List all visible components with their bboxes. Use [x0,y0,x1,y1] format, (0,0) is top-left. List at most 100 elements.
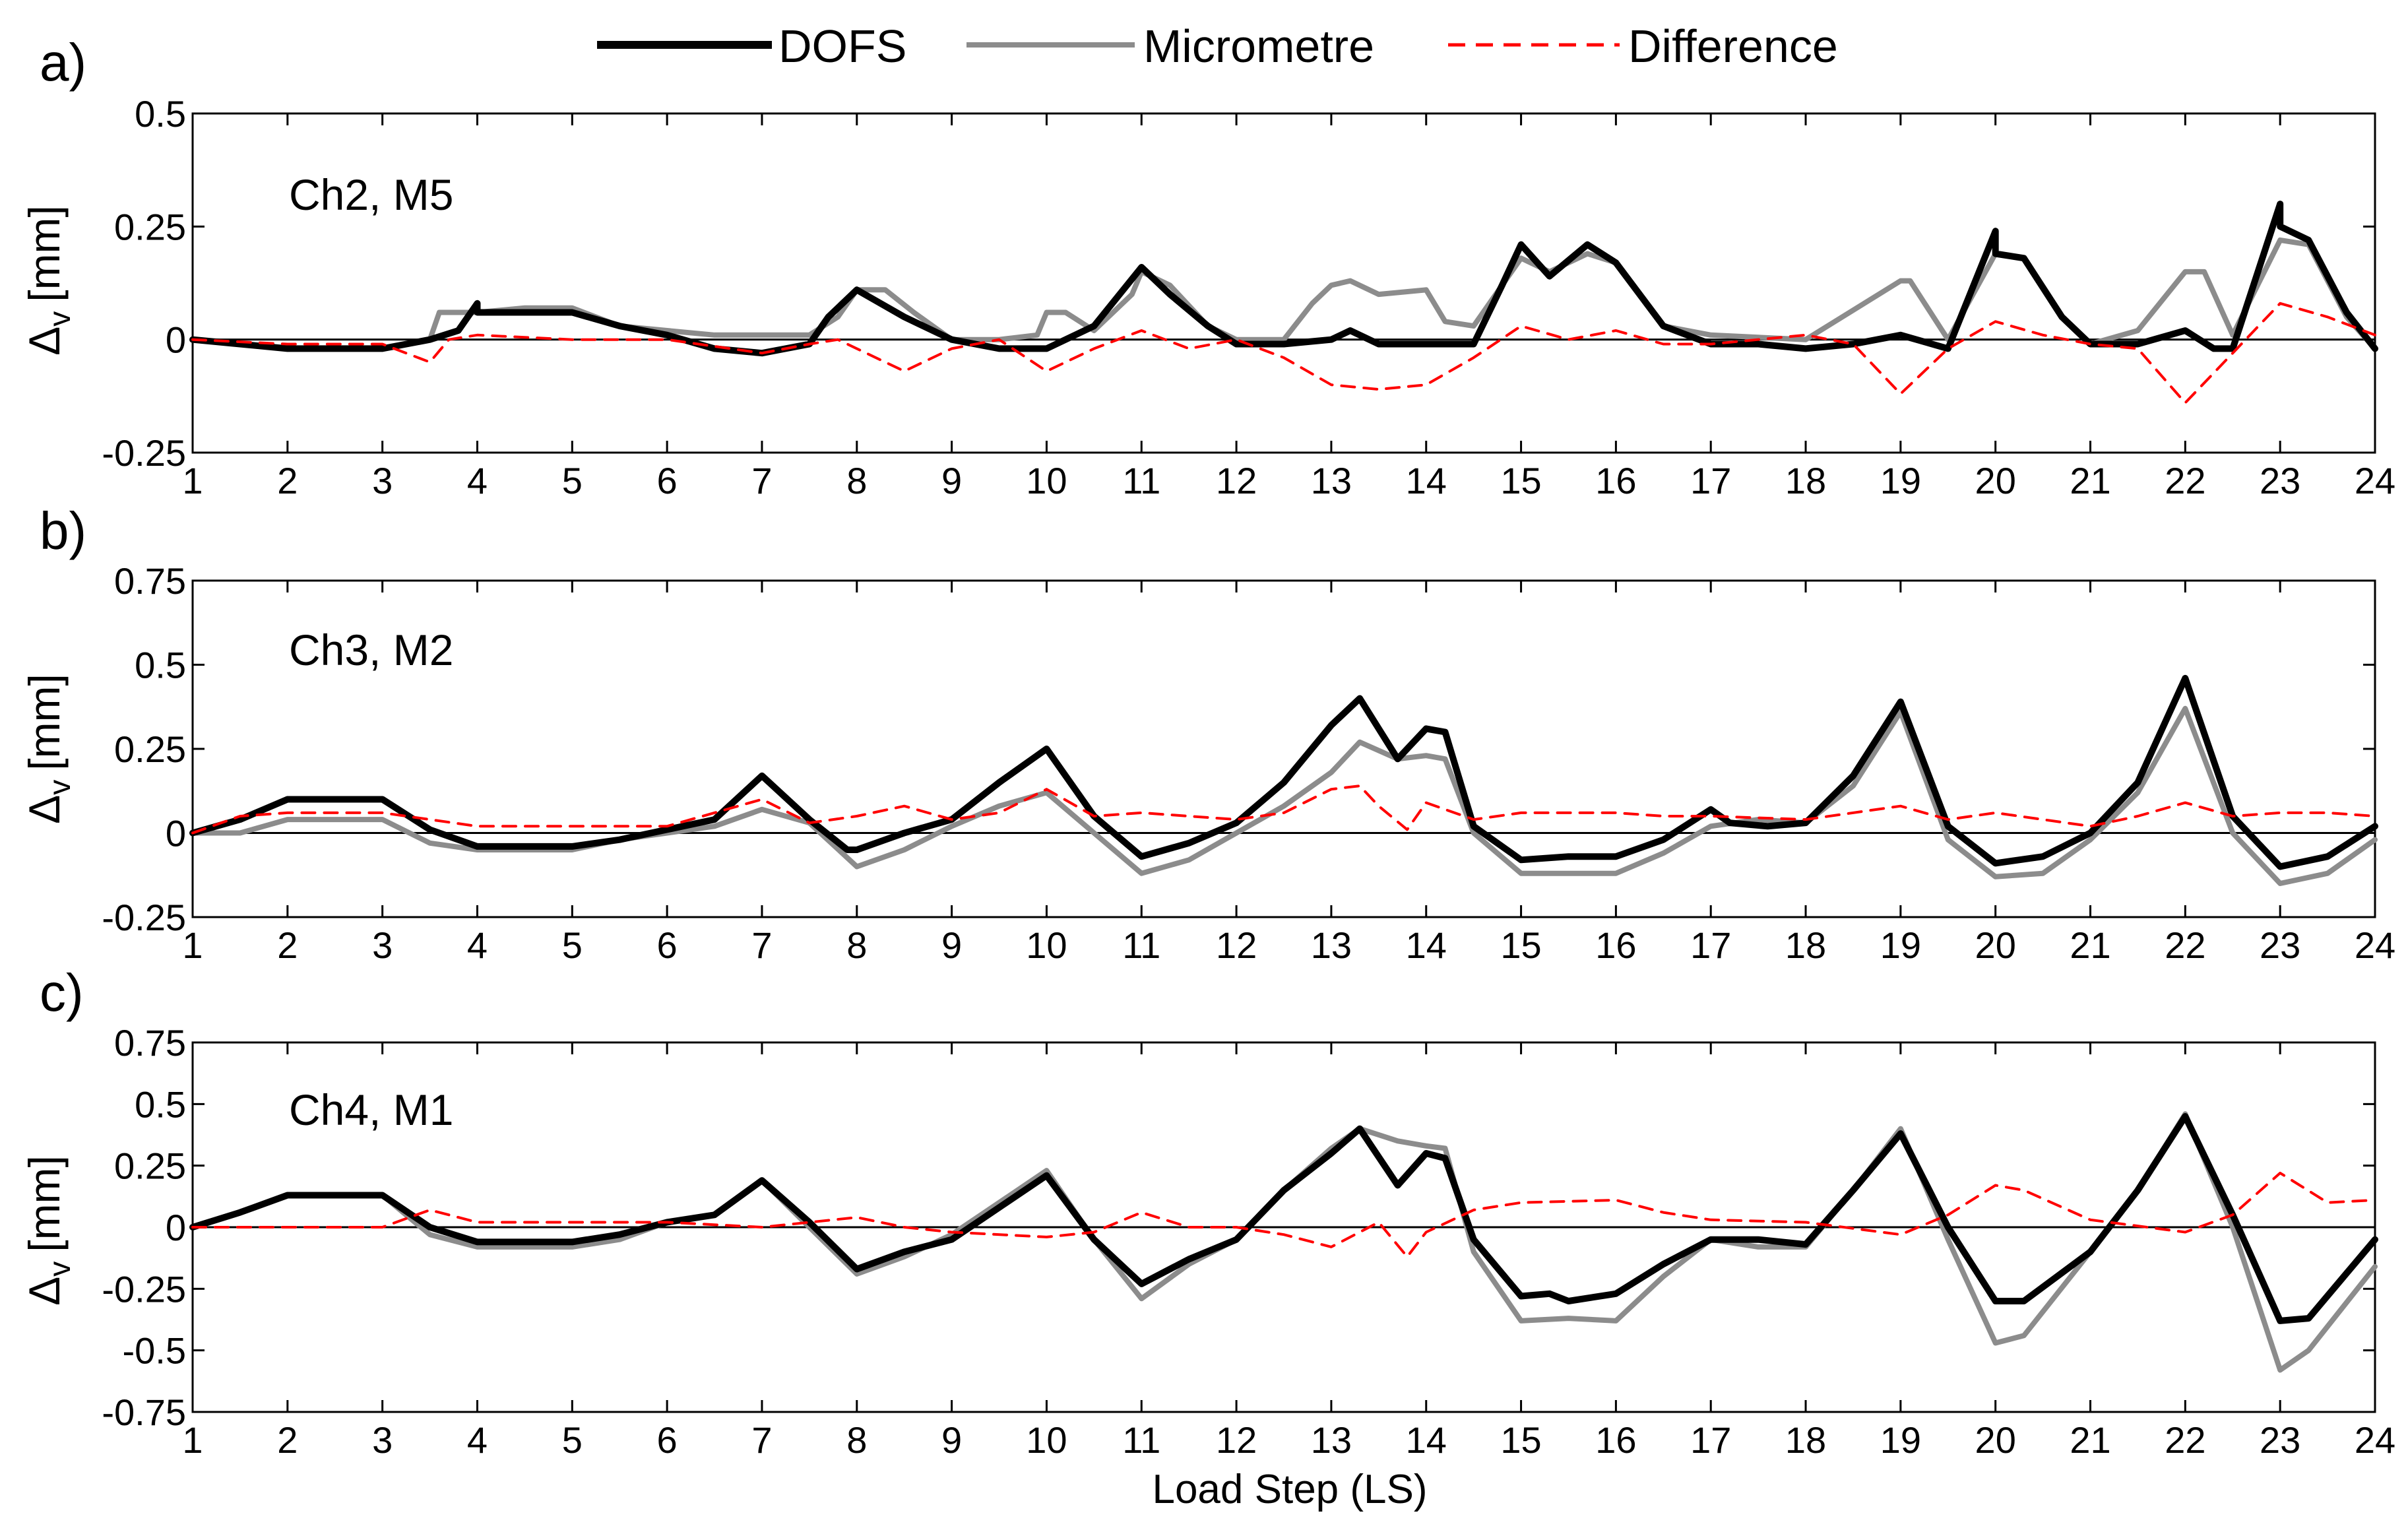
x-tick-label-b: 7 [751,924,772,966]
y-axis-label-b: Δv [mm] [20,674,77,824]
x-tick-label-b: 5 [562,924,583,966]
y-tick-label-b: -0.25 [102,897,186,938]
y-tick-label-c: 0.75 [114,1022,186,1064]
plot-frame-a [191,112,2376,454]
x-tick-label-c: 23 [2260,1419,2300,1461]
x-tick-label-b: 16 [1595,924,1636,966]
x-tick-label-a: 13 [1311,460,1352,501]
legend-item-difference: Difference [1448,20,1838,72]
series-line-difference-c [191,1171,2376,1258]
x-tick-label-b: 3 [372,924,393,966]
x-tick-label-c: 22 [2165,1419,2205,1461]
y-tick-label-b: 0 [166,813,186,854]
x-tick-label-b: 10 [1026,924,1067,966]
x-tick-label-c: 8 [846,1419,867,1461]
series-line-dofs-b [189,674,2378,870]
x-tick-label-c: 4 [467,1419,488,1461]
y-tick-label-a: 0 [166,319,186,361]
y-axis-label-c: Δv [mm] [20,1155,77,1306]
series-line-micrometre-b [190,705,2378,886]
x-tick-label-a: 22 [2165,460,2205,501]
x-tick-label-b: 11 [1122,924,1160,966]
x-tick-label-c: 16 [1595,1419,1636,1461]
x-tick-label-a: 16 [1595,460,1636,501]
x-tick-label-a: 17 [1690,460,1731,501]
svg-text:Δv[mm]: Δv [mm] [20,1155,77,1306]
x-tick-label-c: 10 [1026,1419,1067,1461]
x-axis-label: Load Step (LS) [1152,1467,1427,1512]
x-tick-label-c: 21 [2070,1419,2110,1461]
x-tick-label-a: 1 [182,460,203,501]
legend-label-difference: Difference [1628,20,1838,72]
panel-annotation-a: Ch2, M5 [289,170,453,219]
y-tick-label-a: -0.25 [102,432,186,474]
panel-label-a: a) [40,33,86,92]
x-tick-label-b: 15 [1500,924,1541,966]
legend-item-dofs: DOFS [597,20,906,72]
x-tick-label-c: 1 [182,1419,203,1461]
x-tick-label-b: 4 [467,924,488,966]
x-tick-label-c: 7 [751,1419,772,1461]
y-tick-label-b: 0.25 [114,728,186,770]
y-tick-label-b: 0.75 [114,560,186,602]
y-tick-label-a: 0.25 [114,206,186,247]
y-label-symbol-b: Δ [20,795,69,824]
x-tick-label-a: 6 [657,460,678,501]
series-line-dofs-a [189,201,2378,357]
y-label-sub-b: v [42,780,77,795]
series-line-difference-a [191,302,2376,404]
legend-label-micrometre: Micrometre [1143,20,1374,72]
x-tick-label-c: 20 [1975,1419,2016,1461]
x-tick-label-a: 7 [751,460,772,501]
x-tick-label-c: 6 [657,1419,678,1461]
x-tick-label-c: 13 [1311,1419,1352,1461]
x-tick-label-a: 14 [1406,460,1447,501]
panel-label-c: c) [40,963,84,1022]
x-tick-label-a: 21 [2070,460,2110,501]
legend: DOFS Micrometre Difference [597,20,1838,72]
x-tick-label-c: 5 [562,1419,583,1461]
x-tick-label-a: 4 [467,460,488,501]
x-tick-label-c: 3 [372,1419,393,1461]
x-tick-label-c: 17 [1690,1419,1731,1461]
panel-annotation-c: Ch4, M1 [289,1085,453,1134]
x-tick-label-c: 24 [2355,1419,2395,1461]
y-label-unit-a: [mm] [20,205,69,302]
panel-label-b: b) [40,501,86,560]
x-tick-label-a: 12 [1216,460,1257,501]
panel-annotation-b: Ch3, M2 [289,625,453,674]
y-tick-label-c: 0.25 [114,1145,186,1187]
series-line-dofs-c [189,1113,2378,1324]
legend-item-micrometre: Micrometre [966,20,1374,72]
x-tick-label-b: 1 [182,924,203,966]
x-tick-label-c: 12 [1216,1419,1257,1461]
x-tick-label-b: 24 [2355,924,2395,966]
y-tick-label-c: -0.75 [102,1391,186,1433]
x-tick-label-b: 23 [2260,924,2300,966]
x-tick-label-a: 8 [846,460,867,501]
y-label-sub-c: v [42,1262,77,1277]
x-tick-label-a: 10 [1026,460,1067,501]
plot-frame-b [191,579,2376,918]
x-tick-label-b: 6 [657,924,678,966]
x-tick-label-b: 20 [1975,924,2016,966]
y-tick-label-b: 0.5 [135,645,186,686]
y-label-symbol-a: Δ [20,327,69,356]
x-tick-label-a: 19 [1880,460,1921,501]
x-tick-label-c: 11 [1122,1419,1160,1461]
y-tick-label-c: 0 [166,1207,186,1248]
x-tick-label-b: 22 [2165,924,2205,966]
y-label-sub-a: v [42,311,77,327]
x-tick-label-a: 24 [2355,460,2395,501]
x-tick-label-c: 18 [1785,1419,1826,1461]
x-tick-label-a: 18 [1785,460,1826,501]
y-label-symbol-c: Δ [20,1277,69,1306]
x-tick-label-a: 9 [941,460,962,501]
x-tick-label-b: 12 [1216,924,1257,966]
